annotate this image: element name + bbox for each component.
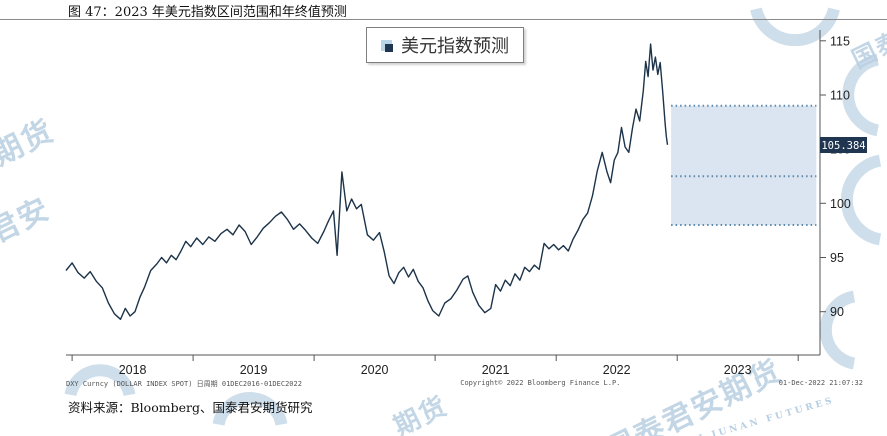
last-price-value: 105.384 — [821, 140, 865, 152]
chart-legend: 美元指数预测 — [366, 27, 524, 63]
source-note: 资料来源：Bloomberg、国泰君安期货研究 — [68, 400, 313, 415]
x-tick-label: 2022 — [603, 363, 631, 377]
legend-label: 美元指数预测 — [401, 36, 509, 57]
y-tick-label: 90 — [830, 305, 844, 319]
last-price-label — [820, 137, 867, 153]
bloomberg-footer: DXY Curncy (DOLLAR INDEX SPOT) 日周期 01DEC… — [66, 379, 863, 389]
dxy-price-line — [65, 43, 669, 320]
forecast-band — [671, 105, 817, 225]
y-tick-label: 95 — [830, 251, 844, 265]
legend-marker-icon — [381, 39, 393, 52]
x-tick-label: 2021 — [482, 363, 510, 377]
y-tick-label: 115 — [830, 34, 850, 48]
y-tick-label: 110 — [830, 89, 850, 103]
bloomberg-footer-left: DXY Curncy (DOLLAR INDEX SPOT) 日周期 01DEC… — [66, 380, 302, 388]
x-tick-label: 2018 — [119, 363, 147, 377]
x-tick-label: 2020 — [361, 363, 389, 377]
bloomberg-footer-right: 01-Dec-2022 21:07:32 — [778, 379, 863, 387]
bloomberg-footer-center: Copyright© 2022 Bloomberg Finance L.P. — [460, 379, 621, 387]
figure-title: 图 47：2023 年美元指数区间范围和年终值预测 — [68, 5, 347, 20]
x-tick-label: 2019 — [240, 363, 268, 377]
title-divider — [0, 19, 887, 20]
y-tick-label: 100 — [830, 197, 851, 211]
x-tick-label: 2023 — [724, 363, 752, 377]
